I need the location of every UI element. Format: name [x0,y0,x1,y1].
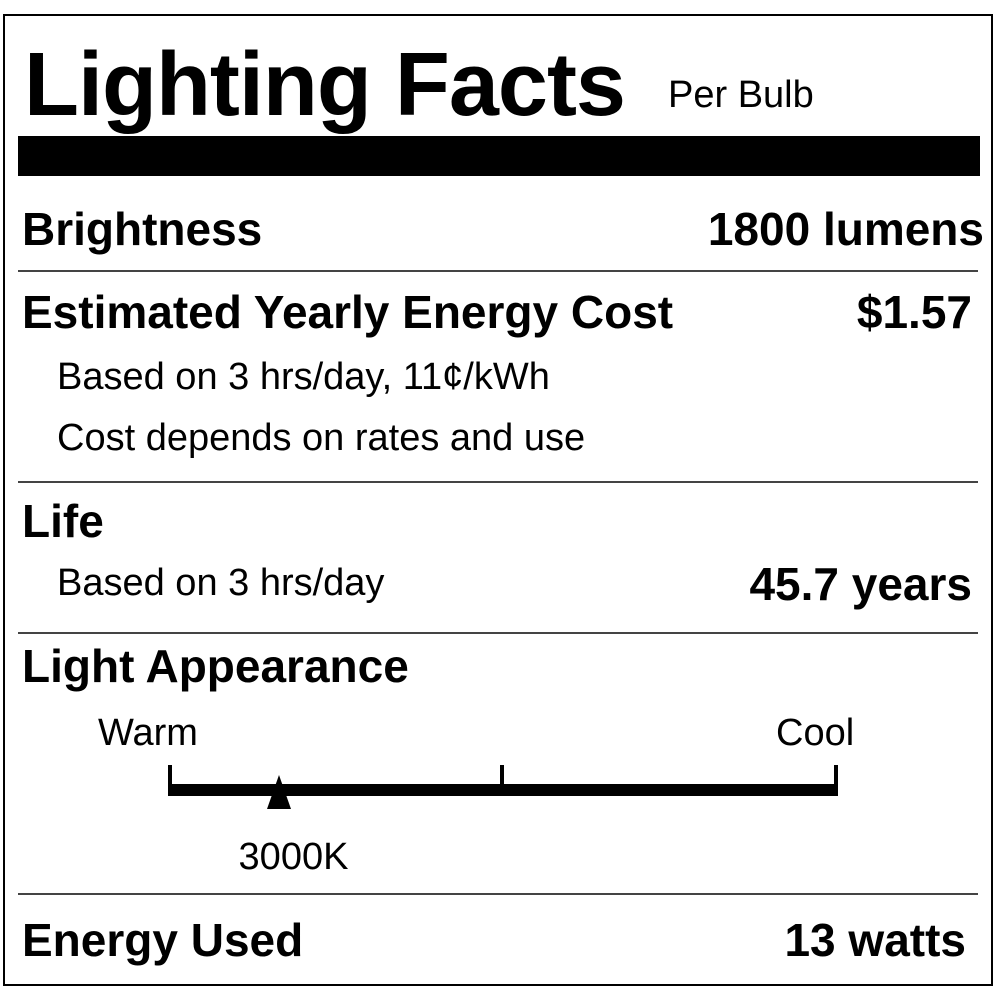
energy-used-label: Energy Used [22,914,304,966]
scale-tick-left [168,765,172,796]
divider [18,632,978,634]
life-value: 45.7 years [749,558,972,610]
energy-used-value: 13 watts [784,914,966,966]
cool-label: Cool [776,712,855,754]
scale-marker-icon [266,775,291,809]
appearance-scale [168,765,838,809]
header-bar [18,136,980,176]
divider [18,270,978,272]
divider [18,481,978,483]
scale-tick-right [834,765,838,796]
scale-tick-mid [500,765,504,796]
energy-cost-note-2: Cost depends on rates and use [57,417,586,459]
energy-cost-value: $1.57 [856,286,972,338]
energy-cost-label: Estimated Yearly Energy Cost [22,286,674,338]
color-temperature-value: 3000K [238,836,349,878]
energy-cost-note-1: Based on 3 hrs/day, 11¢/kWh [57,356,550,398]
appearance-label: Light Appearance [22,640,409,692]
label-border [3,14,993,986]
life-label: Life [22,495,104,547]
brightness-label: Brightness [22,203,263,255]
life-note: Based on 3 hrs/day [57,562,385,604]
divider [18,893,978,895]
warm-label: Warm [98,712,198,754]
label-subtitle: Per Bulb [668,74,814,116]
label-title: Lighting Facts [24,35,626,135]
brightness-value: 1800 lumens [707,203,984,255]
